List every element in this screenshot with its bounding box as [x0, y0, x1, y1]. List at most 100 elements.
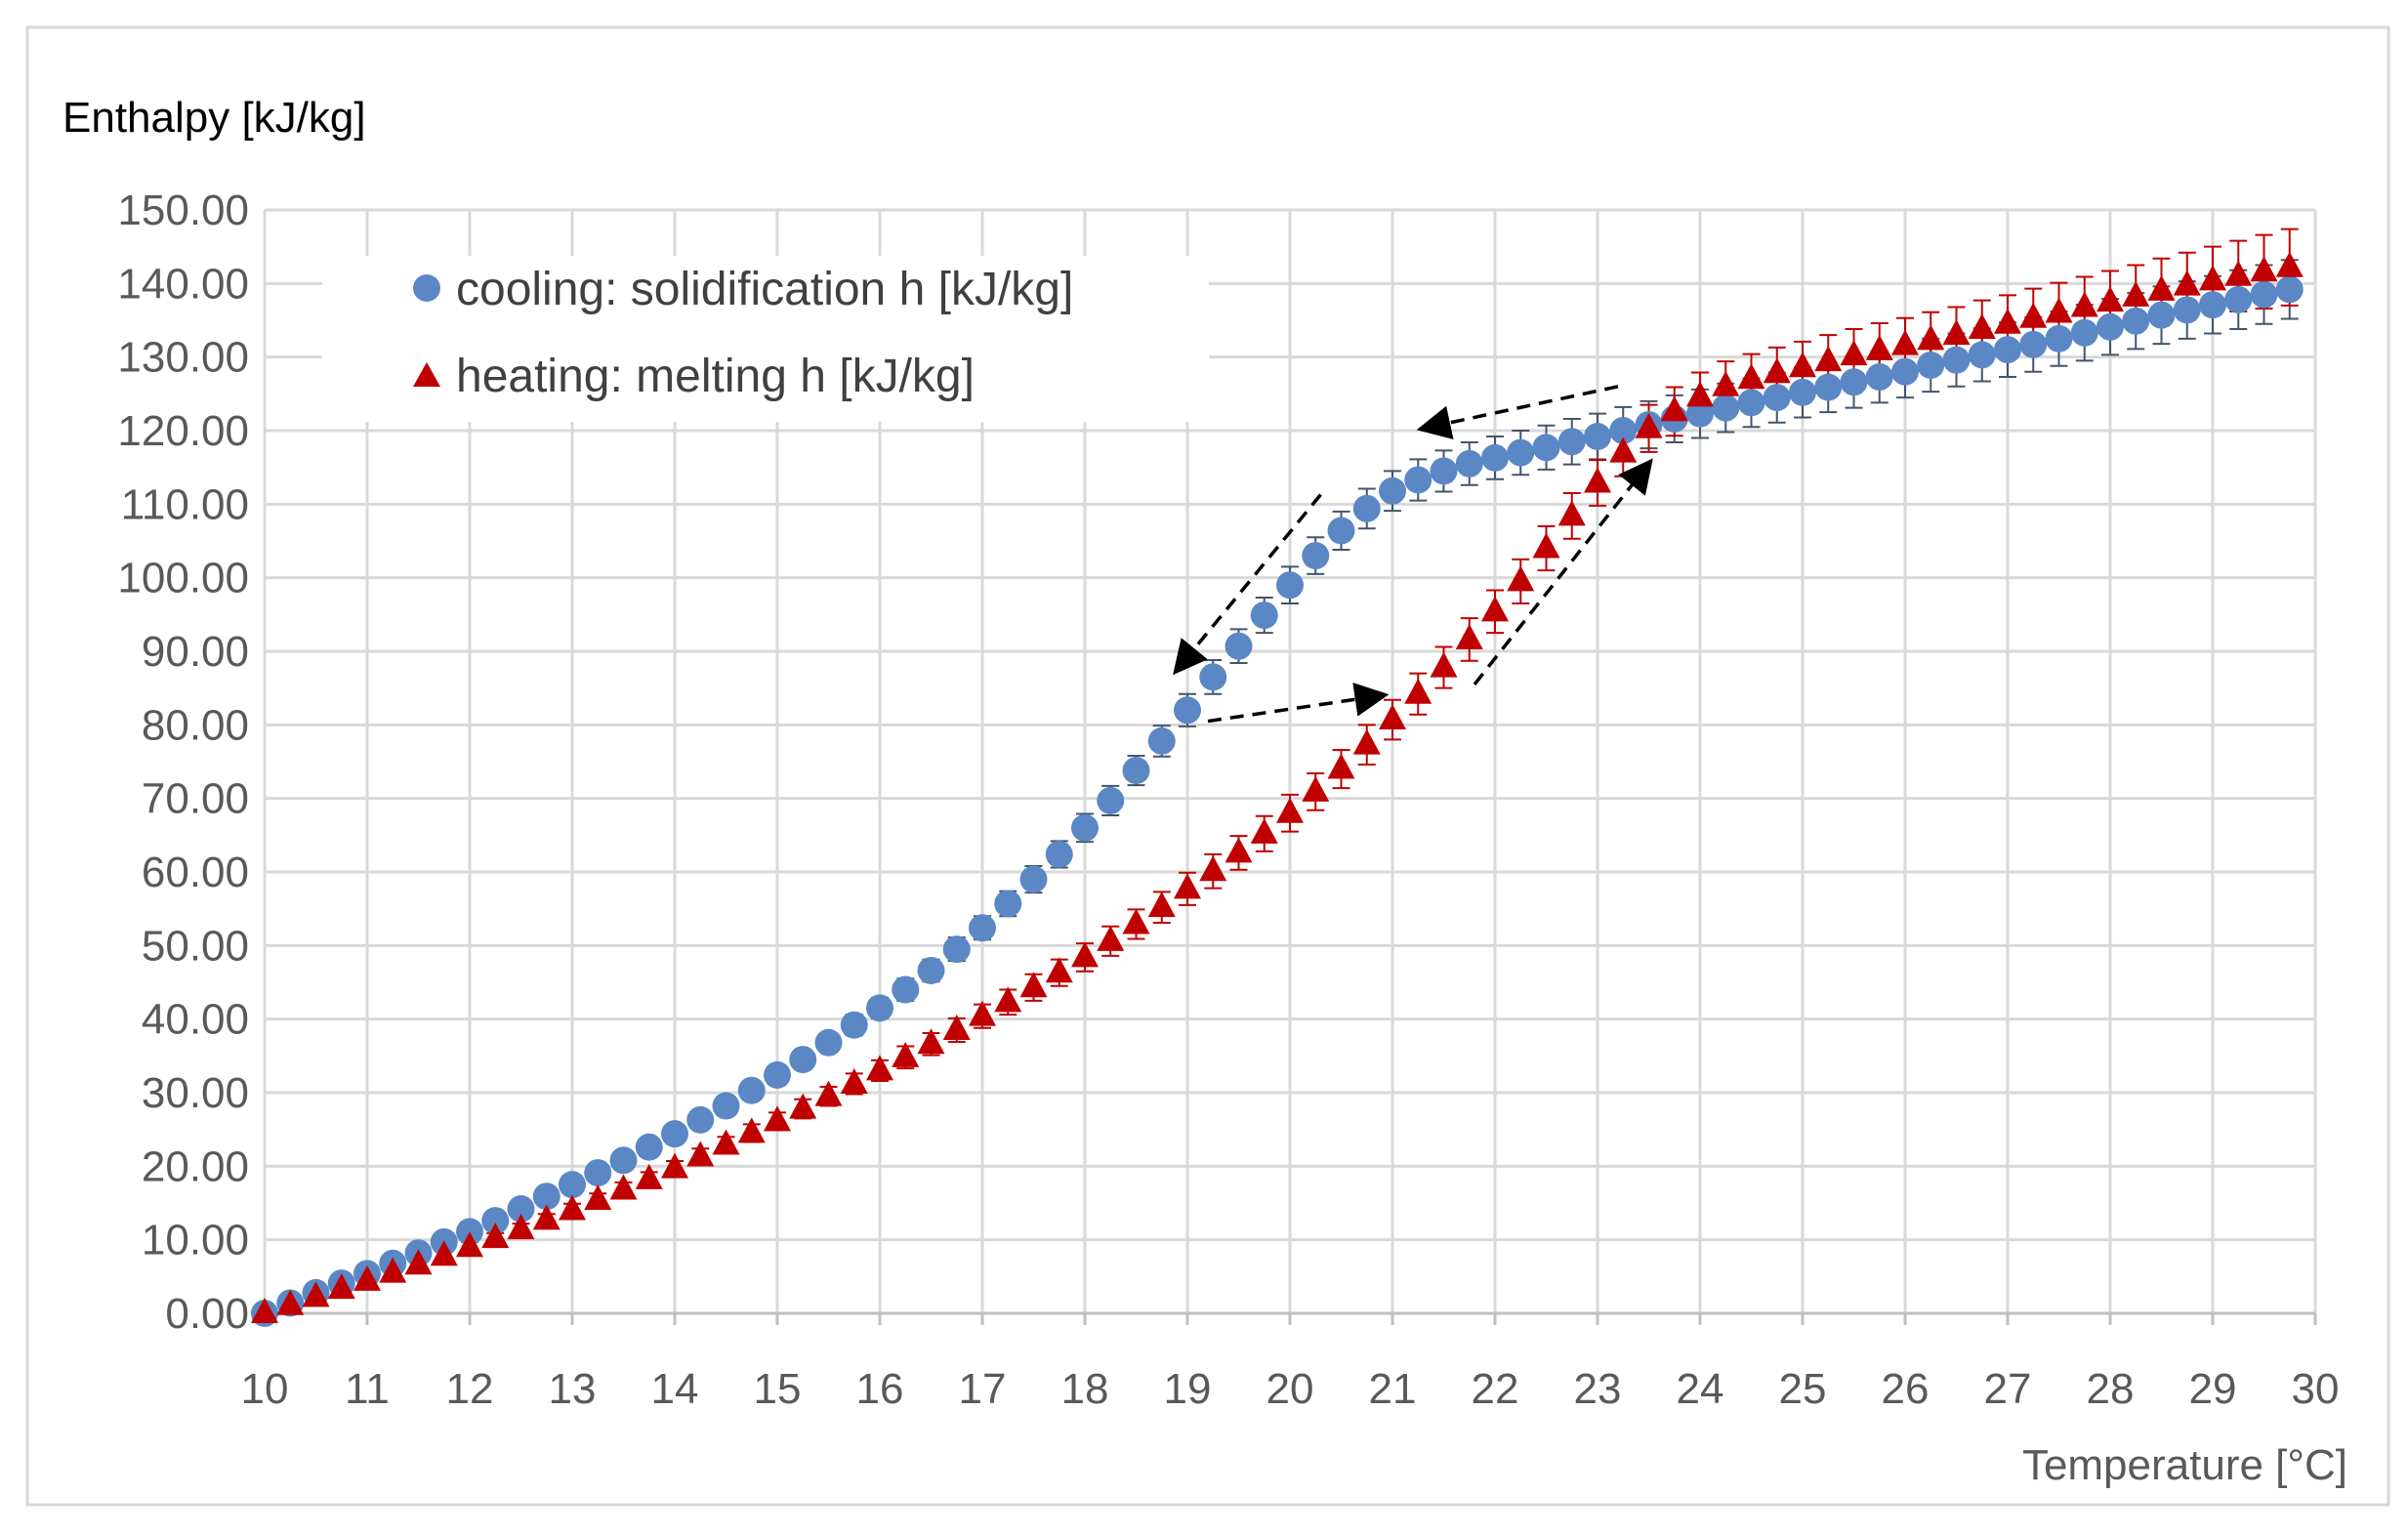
heating-data-point [1917, 324, 1945, 351]
cooling-data-point [1174, 696, 1201, 725]
y-tick-label: 70.00 [142, 775, 249, 823]
heating-data-point [712, 1129, 740, 1155]
heating-data-point [1660, 395, 1688, 422]
heating-data-point [1122, 908, 1150, 934]
cooling-data-point [1737, 389, 1765, 417]
cooling-data-point [1584, 423, 1611, 451]
cooling-data-point [1532, 434, 1560, 462]
y-tick-label: 130.00 [117, 334, 249, 382]
cooling-data-point [1891, 357, 1919, 386]
cooling-data-point [1122, 757, 1150, 785]
x-tick-label: 29 [2189, 1365, 2237, 1413]
cooling-data-point [892, 975, 920, 1004]
legend-background [322, 256, 1209, 422]
direction-arrows [1173, 385, 1653, 724]
cooling-data-point [737, 1076, 766, 1104]
heating-data-point [559, 1194, 586, 1221]
cooling-data-point [2224, 285, 2253, 313]
arrow-cooling-steep [1173, 493, 1322, 676]
cooling-data-point [559, 1171, 586, 1199]
y-tick-label: 50.00 [142, 922, 249, 970]
heating-data-point [661, 1152, 688, 1179]
x-tick-label: 20 [1266, 1365, 1314, 1413]
heating-data-point [276, 1289, 305, 1315]
heating-data-point [2275, 251, 2304, 277]
heating-data-point [1071, 941, 1099, 968]
x-tick-label: 12 [446, 1365, 494, 1413]
cooling-data-point [635, 1133, 663, 1161]
heating-data-point [686, 1141, 715, 1167]
cooling-data-point [1327, 517, 1355, 545]
cooling-data-point [1147, 726, 1176, 755]
heating-data-point [1789, 352, 1816, 378]
cooling-data-point [661, 1120, 688, 1148]
heating-data-point [969, 1000, 996, 1026]
cooling-data-point [1763, 384, 1791, 412]
cooling-data-point [1865, 363, 1893, 392]
cooling-data-point [2019, 330, 2048, 358]
cooling-data-point [1019, 865, 1048, 893]
cooling-data-point [1250, 602, 1278, 630]
cooling-data-point [2045, 324, 2073, 353]
cooling-data-point [1942, 346, 1971, 374]
x-axis-title: Temperature [°C] [2022, 1441, 2347, 1489]
cooling-data-point [1789, 378, 1816, 406]
heating-data-point [404, 1249, 433, 1275]
cooling-data-point [994, 890, 1022, 918]
cooling-data-point [764, 1060, 791, 1089]
heating-data-point [866, 1055, 893, 1081]
y-tick-label: 80.00 [142, 701, 249, 749]
cooling-data-point [1507, 438, 1535, 467]
cooling-data-point [1609, 417, 1638, 444]
y-tick-label: 60.00 [142, 849, 249, 896]
heating-data-point [609, 1174, 638, 1200]
cooling-data-point [1045, 840, 1073, 868]
cooling-data-point [789, 1046, 817, 1074]
heating-data-point [2045, 297, 2073, 323]
heating-data-point [1609, 436, 1638, 463]
y-tick-label: 90.00 [142, 628, 249, 676]
cooling-data-point [2097, 312, 2124, 341]
cooling-data-point [1097, 786, 1125, 814]
x-tick-label: 15 [754, 1365, 802, 1413]
cooling-data-point [2250, 280, 2278, 309]
heating-data-point [1019, 972, 1048, 998]
y-tick-label: 150.00 [117, 187, 249, 234]
heating-data-point [1942, 319, 1971, 346]
cooling-data-point [1968, 341, 1996, 369]
cooling-data-point [1481, 443, 1509, 472]
heating-data-point [2097, 286, 2124, 312]
x-tick-label: 10 [241, 1365, 289, 1413]
x-tick-label: 30 [2292, 1365, 2340, 1413]
cooling-data-point [1814, 373, 1843, 401]
heating-data-point [379, 1257, 407, 1283]
heating-data-point [2147, 274, 2176, 301]
heating-data-point [1968, 313, 1996, 340]
cooling-data-point [1225, 632, 1253, 660]
y-tick-label: 10.00 [142, 1217, 249, 1265]
heating-data-point [1891, 329, 1919, 355]
cooling-data-point [1917, 351, 1945, 379]
y-tick-label: 140.00 [117, 260, 249, 308]
heating-data-point [764, 1105, 791, 1132]
cooling-data-point [2147, 301, 2176, 329]
cooling-data-point [840, 1011, 868, 1039]
cooling-data-point [1557, 428, 1586, 456]
legend: cooling: solidification h [kJ/kg] heatin… [322, 256, 1209, 422]
heating-data-point [1302, 775, 1330, 802]
heating-data-point [1507, 565, 1535, 592]
gridlines [263, 208, 2317, 1313]
x-tick-label: 11 [345, 1365, 390, 1413]
heating-data-point [2224, 260, 2253, 286]
heating-data-point [1840, 340, 1868, 366]
cooling-data-point [1379, 477, 1406, 505]
heating-data-point [1225, 837, 1253, 863]
cooling-data-point [2070, 318, 2098, 347]
y-tick-label: 110.00 [121, 480, 249, 528]
heating-data-point [917, 1028, 945, 1055]
y-tick-labels: 0.00 10.00 20.00 30.00 40.00 50.00 60.00 70.00 8… [117, 187, 249, 1338]
heating-data-point [1686, 381, 1714, 407]
heating-data-point [942, 1014, 971, 1040]
heating-data-point [1584, 467, 1611, 493]
